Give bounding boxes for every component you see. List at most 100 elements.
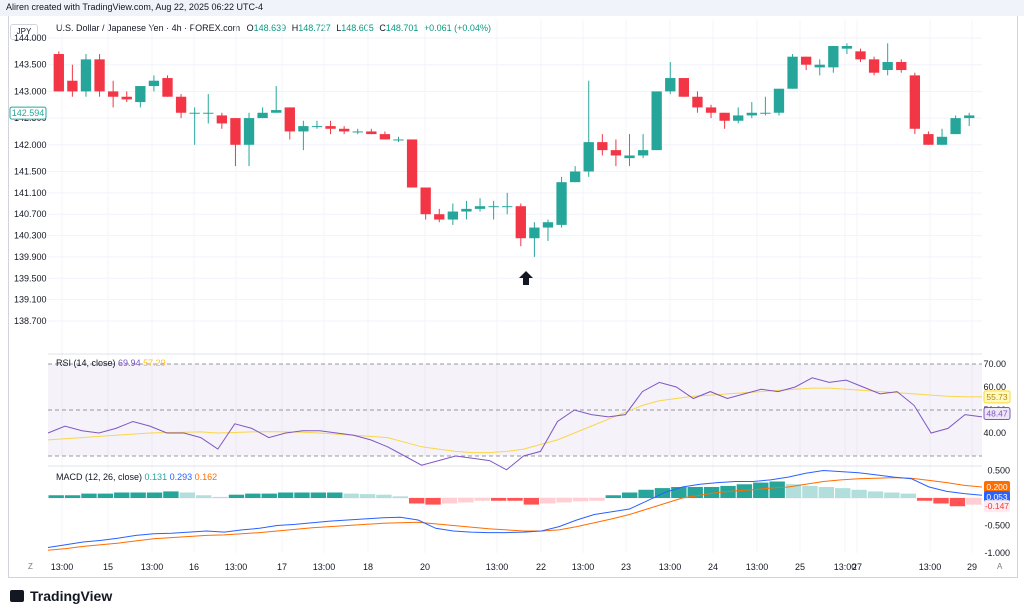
macd-histogram-bar [687, 487, 703, 498]
candle-down [597, 142, 608, 151]
candle-down [121, 96, 132, 100]
macd-histogram-bar [622, 492, 638, 498]
macd-histogram-bar [589, 498, 605, 501]
time-axis-label: 27 [852, 562, 862, 572]
macd-signal-tag: 0.200 [986, 482, 1008, 492]
rsi-tag-bg [983, 407, 1011, 421]
macd-histogram-bar [671, 487, 687, 498]
macd-histogram-bar [261, 493, 277, 498]
legend-c-label: C [379, 23, 386, 33]
current-price-tag: 142.594 [12, 108, 45, 118]
price-axis-label: 141.100 [14, 188, 47, 198]
chart-frame [8, 16, 1018, 578]
candle-down [284, 107, 295, 132]
rsi-line [47, 377, 983, 471]
macd-line [47, 469, 983, 548]
time-axis-label: 13:00 [313, 562, 336, 572]
rsi-axis-label: 40.00 [983, 428, 1006, 438]
time-axis-label: 13:00 [746, 562, 769, 572]
candle-down [162, 78, 173, 97]
macd-histogram-bar [97, 493, 114, 498]
macd-histogram-bar [392, 496, 408, 498]
macd-histogram-bar [245, 493, 261, 498]
candle-up [257, 112, 268, 119]
price-axis-label: 140.700 [14, 209, 47, 219]
header-text: Aliren created with TradingView.com, Aug… [6, 2, 263, 12]
time-axis-label: 13:00 [225, 562, 248, 572]
macd-label: MACD (12, 26, close) [56, 472, 143, 482]
time-axis-label: 17 [277, 562, 287, 572]
macd-histogram-bar [818, 487, 835, 498]
candle-down [94, 59, 105, 92]
macd-histogram-bar [605, 495, 622, 498]
macd-histogram-bar [933, 498, 949, 504]
candle-down [515, 206, 526, 239]
arrow-marker-icon [519, 271, 533, 285]
candle-up [352, 131, 363, 133]
candle-down [366, 131, 377, 135]
price-axis-label: 144.000 [14, 33, 47, 43]
macd-histogram-bar [835, 488, 851, 498]
candle-up [148, 80, 160, 87]
candle-down [896, 62, 907, 71]
candle-up [583, 142, 594, 172]
rsi-label: RSI (14, close) [56, 358, 116, 368]
time-axis-label: 13:00 [919, 562, 942, 572]
price-axis-label: 138.700 [14, 316, 47, 326]
candle-up [502, 206, 513, 208]
candle-up [950, 118, 961, 135]
macd-histogram-bar [114, 492, 130, 498]
macd-histogram-bar [867, 491, 884, 498]
macd-histogram-bar [81, 493, 97, 498]
macd-histogram-bar [507, 498, 523, 501]
macd-histogram-bar [638, 489, 654, 498]
macd-histogram-bar [212, 496, 228, 498]
time-axis-label: 29 [967, 562, 977, 572]
macd-legend: MACD (12, 26, close) 0.131 0.293 0.162 [56, 472, 217, 482]
candle-down [230, 118, 241, 145]
candle-up [243, 118, 255, 145]
corner-right[interactable]: A [997, 562, 1003, 571]
main-legend: U.S. Dollar / Japanese Yen · 4h · FOREX.… [56, 23, 491, 33]
candle-up [665, 78, 676, 92]
candle-up [964, 115, 975, 119]
macd-histogram-bar [425, 498, 441, 505]
candle-up [189, 112, 200, 114]
candle-down [67, 80, 78, 92]
time-axis-label: 23 [621, 562, 631, 572]
macd-histogram-bar [736, 484, 753, 498]
candle-up [556, 182, 567, 225]
rsi-legend: RSI (14, close) 69.94 57.29 [56, 358, 166, 368]
price-axis-label: 143.000 [14, 86, 47, 96]
macd-histogram-bar [769, 481, 785, 498]
time-axis-label: 13:00 [659, 562, 682, 572]
legend-title: U.S. Dollar / Japanese Yen · 4h · FOREX.… [56, 23, 241, 33]
rsi-ma-value: 57.29 [143, 358, 166, 368]
macd-hist-tag-bg [984, 500, 1010, 513]
macd-histogram-bar [130, 492, 146, 498]
macd-histogram-bar [408, 498, 425, 504]
candle-down [909, 75, 921, 129]
candle-down [923, 134, 934, 145]
symbol-button[interactable]: JPY [10, 24, 38, 40]
legend-l-label: L [336, 23, 342, 33]
macd-histogram-bar [949, 498, 966, 507]
candle-up [760, 112, 771, 114]
macd-histogram-bar [343, 493, 359, 498]
macd-histogram-bar [884, 492, 900, 498]
candle-up [624, 155, 635, 159]
macd-histogram-bar [490, 498, 507, 501]
current-price-tag-bg [9, 106, 47, 120]
legend-o-label: O [246, 23, 254, 33]
rsi-axis-label: 70.00 [983, 359, 1006, 369]
candle-up [936, 136, 948, 145]
brand-text: TradingView [30, 588, 113, 604]
candle-down [379, 134, 391, 140]
candle-down [855, 51, 866, 60]
candle-up [298, 126, 309, 132]
corner-left[interactable]: Z [28, 562, 33, 571]
legend-h-label: H [291, 23, 299, 33]
macd-histogram-bar [441, 498, 458, 504]
candle-up [311, 126, 323, 128]
